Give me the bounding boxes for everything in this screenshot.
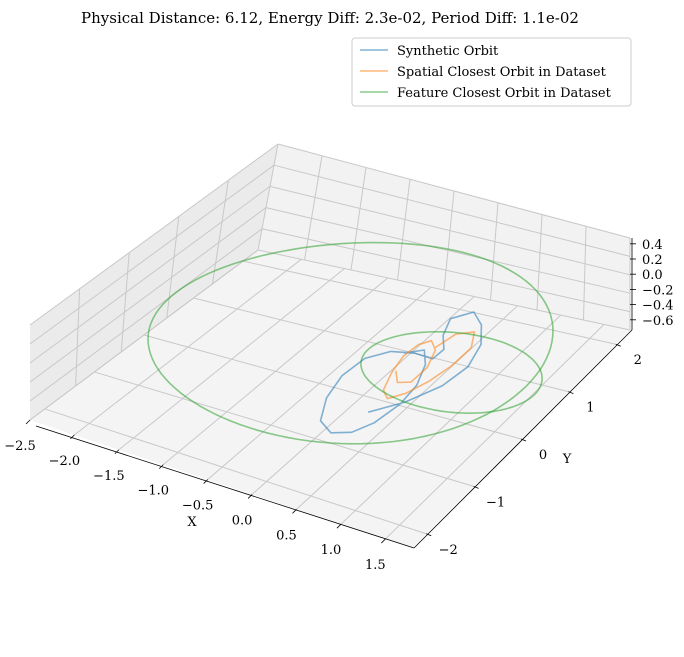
pane-side (30, 144, 278, 420)
y-tick-mark (426, 533, 432, 537)
grid-line-z-side (29, 185, 271, 364)
grid-line-back (443, 190, 455, 291)
grid-line-z-side (29, 164, 275, 345)
x-tick-mark (336, 523, 342, 529)
x-tick-label: −1.0 (137, 484, 169, 499)
z-tick-label: −0.6 (642, 314, 674, 329)
grid-line-z-side (29, 143, 279, 326)
orbit-series-1 (382, 331, 476, 400)
x-tick-mark (381, 538, 386, 544)
grid-line-back (490, 202, 499, 301)
z-ticks: 0.40.20.0−0.2−0.4−0.6 (630, 238, 674, 329)
legend-label-feature: Feature Closest Orbit in Dataset (397, 86, 612, 101)
x-tick-mark (203, 479, 208, 484)
x-tick-mark (247, 494, 253, 499)
x-tick-label: −0.5 (182, 499, 214, 514)
x-tick-label: −1.5 (93, 469, 125, 484)
x-tick-mark (158, 464, 164, 469)
y-tick-label: −2 (439, 543, 458, 558)
grid-line-z-back (277, 143, 631, 239)
grid-line-z-back (261, 228, 631, 313)
y-tick-label: −1 (486, 495, 505, 510)
x-tick-label: 1.5 (365, 558, 386, 573)
x-axis-line (35, 425, 415, 549)
grid-line-back (397, 179, 411, 281)
grid-line-y (44, 408, 427, 535)
chart-title: Physical Distance: 6.12, Energy Diff: 2.… (81, 9, 579, 27)
y-tick-label: 1 (586, 401, 594, 416)
grid-line-side-vertical (211, 180, 229, 285)
y-axis-label: Y (562, 452, 572, 467)
grid-lines (29, 143, 631, 540)
y-tick-label: 0 (539, 448, 547, 463)
y-tick-mark (520, 438, 527, 442)
x-tick-label: 0.0 (232, 513, 253, 528)
orbit-series-0 (319, 311, 483, 434)
grid-line-side-vertical (120, 252, 130, 353)
grid-line-back (257, 143, 279, 251)
y-tick-label: 2 (634, 353, 642, 368)
z-tick-label: 0.4 (642, 238, 663, 253)
grid-line-z-back (269, 185, 631, 276)
legend: Synthetic Orbit Spatial Closest Orbit in… (351, 37, 632, 107)
z-tick-label: −0.2 (642, 283, 674, 298)
legend-box (351, 37, 632, 107)
x-tick-mark (292, 509, 297, 514)
grid-line-z-side (29, 228, 263, 402)
y-tick-mark (568, 391, 574, 394)
grid-line-y (143, 334, 522, 440)
y-ticks: −2 −1 0 1 2 (426, 343, 642, 558)
x-tick-label: −2.5 (4, 439, 36, 454)
x-axis-label: X (187, 515, 197, 530)
grid-line-side-vertical (166, 216, 180, 319)
grid-line-back (583, 226, 587, 321)
x-tick-label: 1.0 (321, 543, 342, 558)
orbit-series-2-loop-0 (147, 241, 554, 445)
grid-line-back (304, 155, 323, 261)
x-tick-mark (70, 434, 75, 440)
orbit-series-2-loop-1 (360, 331, 543, 414)
x-tick-label: −2.0 (49, 454, 81, 469)
grid-line-side-vertical (75, 288, 81, 387)
grid-line-z-back (265, 207, 631, 294)
grid-line-z-side (29, 207, 267, 383)
grid-line-z-back (257, 249, 631, 331)
z-tick-label: 0.2 (642, 253, 663, 268)
x-ticks: −2.5 −2.0 −1.5 −1.0 −0.5 0.0 0.5 1.0 1.5 (4, 419, 386, 573)
orbit-lines (147, 241, 554, 445)
legend-label-spatial: Spatial Closest Orbit in Dataset (397, 65, 607, 80)
legend-label-synthetic: Synthetic Orbit (397, 44, 499, 59)
grid-line-back (536, 214, 543, 311)
grid-line-y (94, 371, 474, 487)
x-tick-label: 0.5 (276, 528, 297, 543)
z-tick-label: 0.0 (642, 268, 663, 283)
x-tick-mark (25, 419, 31, 425)
grid-line-z-side (29, 249, 259, 421)
grid-line-back (350, 167, 367, 271)
grid-line-z-back (273, 164, 631, 257)
x-tick-mark (114, 449, 120, 455)
y-axis-line (413, 329, 633, 549)
grid-line-y (193, 297, 569, 393)
pane-floor (30, 250, 630, 548)
y-tick-mark (473, 486, 479, 489)
z-tick-label: −0.4 (642, 299, 674, 314)
y-tick-mark (615, 343, 621, 347)
